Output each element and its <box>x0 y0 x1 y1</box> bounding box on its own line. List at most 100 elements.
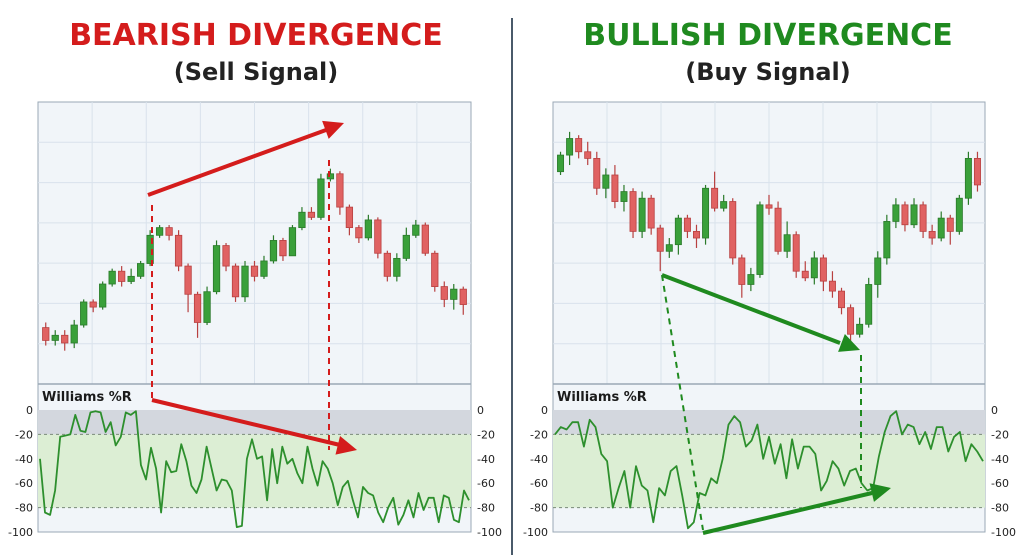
right-y-tick-left: -20 <box>530 428 548 441</box>
left-candle <box>374 219 382 254</box>
left-candle <box>118 270 126 282</box>
left-candle <box>269 240 278 262</box>
bearish-panel: Williams %R 0 0 -20 -20 -40 -40 -60 -60 -80 -80 -10… <box>8 101 502 539</box>
bearish-oscillator-arrowhead <box>335 436 357 455</box>
left-candle <box>250 265 259 277</box>
left-candle <box>326 173 335 180</box>
left-candle <box>402 234 410 259</box>
left-indicator-label: Williams %R <box>42 390 132 405</box>
right-candle <box>656 227 664 252</box>
left-candle <box>42 327 50 341</box>
left-candle <box>212 245 221 293</box>
left-candle <box>203 291 211 323</box>
right-y-tick-right: -80 <box>991 502 1009 515</box>
left-candle <box>222 245 230 267</box>
left-candle <box>184 265 192 295</box>
right-candle <box>919 204 927 232</box>
right-candle <box>828 280 836 292</box>
bullish-panel: Williams %R 0 0 -20 -20 -40 -40 -60 -60 -80 -80 -10… <box>523 101 1016 539</box>
left-candle <box>99 283 107 308</box>
left-y-tick-left: -20 <box>15 428 33 441</box>
left-candle <box>412 224 420 236</box>
bullish-price-arrowhead <box>838 334 860 352</box>
left-candle <box>393 257 401 277</box>
right-candle <box>847 307 855 335</box>
left-candle <box>450 288 458 300</box>
right-candle <box>783 234 791 252</box>
right-y-tick-left: -60 <box>530 477 548 490</box>
left-candle <box>421 224 429 254</box>
bullish-oscillator-arrowhead <box>869 483 891 502</box>
left-candle <box>137 263 145 277</box>
left-y-tick-left: -100 <box>8 526 33 539</box>
right-candle <box>593 157 601 189</box>
left-candle <box>155 227 164 236</box>
right-candle <box>874 257 882 285</box>
right-candle <box>575 138 583 153</box>
right-y-tick-right: -60 <box>991 477 1009 490</box>
right-candle <box>883 221 891 259</box>
right-y-tick-right: -20 <box>991 428 1009 441</box>
right-candle <box>937 217 945 239</box>
left-candle <box>288 227 297 257</box>
left-candle <box>70 324 78 344</box>
left-candle <box>440 286 448 300</box>
left-candle <box>146 234 154 264</box>
left-candle <box>165 227 173 236</box>
right-candle <box>892 204 900 222</box>
right-candle <box>946 217 954 232</box>
left-candle <box>431 252 439 287</box>
left-candle <box>279 240 287 257</box>
left-middle-zone <box>38 434 471 508</box>
right-candle <box>901 204 909 226</box>
left-candle <box>355 227 363 239</box>
bearish-price-trend-arrow <box>147 128 327 197</box>
left-y-tick-left: 0 <box>26 404 33 417</box>
left-candle <box>317 178 325 218</box>
right-middle-zone <box>553 434 985 508</box>
right-y-tick-left: -80 <box>530 502 548 515</box>
left-y-tick-left: -80 <box>15 502 33 515</box>
right-candle <box>702 187 710 239</box>
right-candle <box>756 204 764 275</box>
left-y-tick-right: -40 <box>477 453 495 466</box>
left-candle <box>80 301 88 326</box>
left-candle <box>345 206 354 229</box>
right-candle <box>693 230 700 239</box>
left-candle <box>174 234 183 267</box>
left-candle <box>364 219 372 239</box>
right-williams-r-line <box>554 410 984 530</box>
right-y-tick-right: -100 <box>991 526 1016 539</box>
right-candle <box>747 274 755 285</box>
left-candle <box>298 211 306 229</box>
right-candle <box>629 191 637 232</box>
right-candle <box>674 217 682 246</box>
right-candle <box>838 290 845 309</box>
right-candle <box>611 174 619 202</box>
right-candle <box>738 257 746 285</box>
right-candle <box>964 157 972 199</box>
right-candle <box>819 257 827 282</box>
right-candle <box>683 217 691 232</box>
right-candle <box>584 151 592 159</box>
right-candle <box>665 244 673 252</box>
right-candle <box>928 230 936 239</box>
left-candle <box>127 275 135 282</box>
bearish-price-arrowhead <box>322 120 344 139</box>
left-y-tick-right: -20 <box>477 428 495 441</box>
right-candle <box>711 187 719 209</box>
left-candle <box>459 288 467 305</box>
bullish-price-trend-arrow <box>661 273 841 345</box>
right-candle <box>557 154 565 173</box>
right-candle <box>973 157 981 186</box>
left-candle <box>51 334 59 341</box>
right-candle <box>774 207 782 252</box>
right-candle <box>865 284 873 325</box>
left-candle <box>89 301 97 308</box>
left-candle <box>231 265 240 298</box>
bullish-oscillator-trend-arrow <box>702 491 873 535</box>
left-y-tick-right: -60 <box>477 477 495 490</box>
right-candle <box>638 197 646 232</box>
right-candle <box>620 191 628 202</box>
